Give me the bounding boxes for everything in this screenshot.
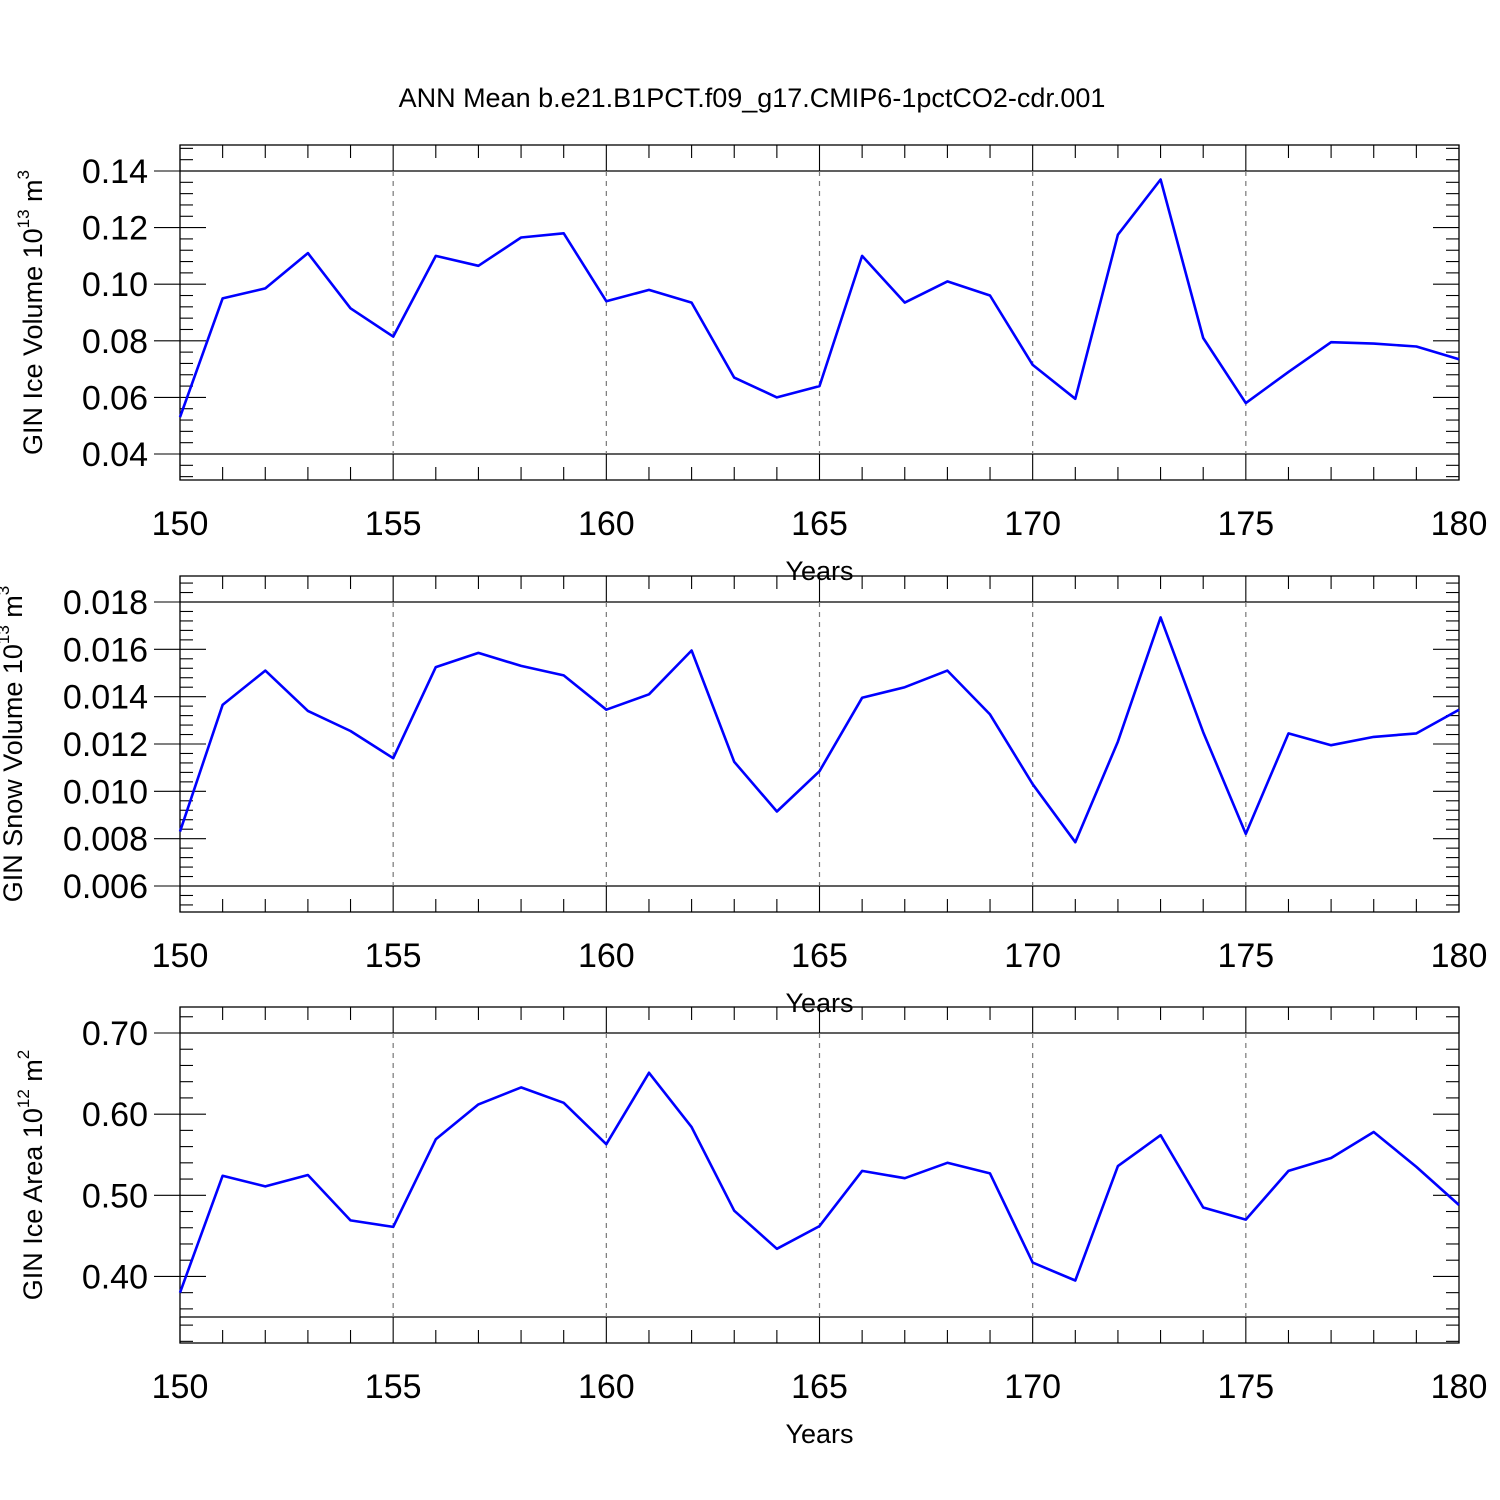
y-tick-label: 0.010 [63, 773, 148, 811]
x-tick-label: 150 [152, 1368, 209, 1406]
y-tick-label: 0.016 [63, 631, 148, 669]
panel-2: 0.006 0.008 0.010 0.012 0.014 0.016 0.018 150 15… [0, 575, 1488, 1018]
y-tick-label: 0.012 [63, 726, 148, 764]
y-tick-label: 0.70 [82, 1015, 148, 1053]
x-tick-label: 160 [578, 937, 635, 975]
x-tick-label: 170 [1004, 505, 1061, 543]
y-axis-title: GIN Snow Volume 1013 m3 [0, 586, 28, 903]
y-tick-label: 0.12 [82, 210, 148, 248]
y-tick-label: 0.04 [82, 436, 148, 474]
y-tick-label: 0.60 [82, 1096, 148, 1134]
series-line [178, 178, 1460, 418]
y-tick-label: 0.10 [82, 266, 148, 304]
x-tick-label: 175 [1217, 505, 1274, 543]
x-tick-label: 155 [365, 1368, 422, 1406]
x-tick-label: 155 [365, 505, 422, 543]
x-tick-label: 160 [578, 1368, 635, 1406]
x-axis-title: Years [785, 1419, 853, 1449]
y-tick-label: 0.08 [82, 323, 148, 361]
x-tick-label: 150 [152, 505, 209, 543]
x-tick-label: 150 [152, 937, 209, 975]
x-tick-label: 170 [1004, 937, 1061, 975]
x-tick-label: 180 [1431, 505, 1488, 543]
chart-title: ANN Mean b.e21.B1PCT.f09_g17.CMIP6-1pctC… [399, 83, 1106, 113]
y-axis-title: GIN Ice Area 1012 m2 [14, 1050, 48, 1301]
x-tick-label: 155 [365, 937, 422, 975]
x-tick-label: 180 [1431, 1368, 1488, 1406]
x-tick-label: 180 [1431, 937, 1488, 975]
y-tick-label: 0.008 [63, 821, 148, 859]
x-tick-label: 165 [791, 1368, 848, 1406]
x-tick-label: 165 [791, 505, 848, 543]
x-tick-label: 175 [1217, 937, 1274, 975]
x-tick-label: 165 [791, 937, 848, 975]
panels: 0.04 0.06 0.08 0.10 0.12 0.14 150 155 160 165 170 1… [0, 144, 1488, 1449]
y-tick-label: 0.006 [63, 868, 148, 906]
series-line [178, 616, 1460, 844]
y-tick-label: 0.14 [82, 153, 148, 191]
x-tick-label: 175 [1217, 1368, 1274, 1406]
y-tick-label: 0.014 [63, 679, 148, 717]
panel-3: 0.40 0.50 0.60 0.70 150 155 160 165 170 175 180 Yea… [14, 1006, 1488, 1449]
panel-1: 0.04 0.06 0.08 0.10 0.12 0.14 150 155 160 165 170 1… [14, 144, 1488, 586]
x-tick-label: 170 [1004, 1368, 1061, 1406]
x-tick-label: 160 [578, 505, 635, 543]
y-tick-label: 0.50 [82, 1177, 148, 1215]
y-tick-label: 0.40 [82, 1258, 148, 1296]
series-line [178, 1071, 1460, 1294]
y-tick-label: 0.018 [63, 584, 148, 622]
y-axis-title: GIN Ice Volume 1013 m3 [14, 170, 48, 455]
y-tick-label: 0.06 [82, 379, 148, 417]
